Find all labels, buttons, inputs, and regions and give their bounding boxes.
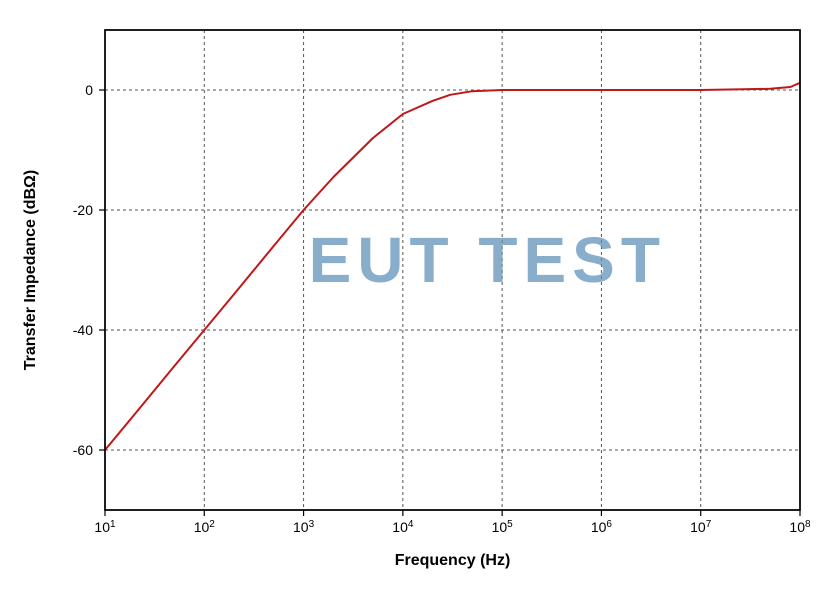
y-tick-label: 0 <box>85 82 93 98</box>
x-tick-label: 105 <box>492 519 514 536</box>
x-tick-label: 107 <box>690 519 712 536</box>
x-tick-label: 102 <box>194 519 216 536</box>
x-tick-label: 101 <box>94 519 116 536</box>
x-tick-label: 108 <box>789 519 811 536</box>
y-axis-label: Transfer Impedance (dBΩ) <box>22 170 39 370</box>
chart-container: -60 -40 -20 0 101 102 103 104 105 106 107 108 EUT TE… <box>0 0 835 600</box>
x-axis-label: Frequency (Hz) <box>395 552 511 569</box>
y-tick-label: -20 <box>73 202 93 218</box>
x-tick-label: 104 <box>392 519 414 536</box>
transfer-impedance-chart: -60 -40 -20 0 101 102 103 104 105 106 107 108 EUT TE… <box>0 0 835 600</box>
watermark-text: EUT TEST <box>309 224 666 296</box>
y-tick-label: -40 <box>73 322 93 338</box>
y-tick-label: -60 <box>73 442 93 458</box>
x-tick-label: 106 <box>591 519 613 536</box>
x-tick-label: 103 <box>293 519 315 536</box>
